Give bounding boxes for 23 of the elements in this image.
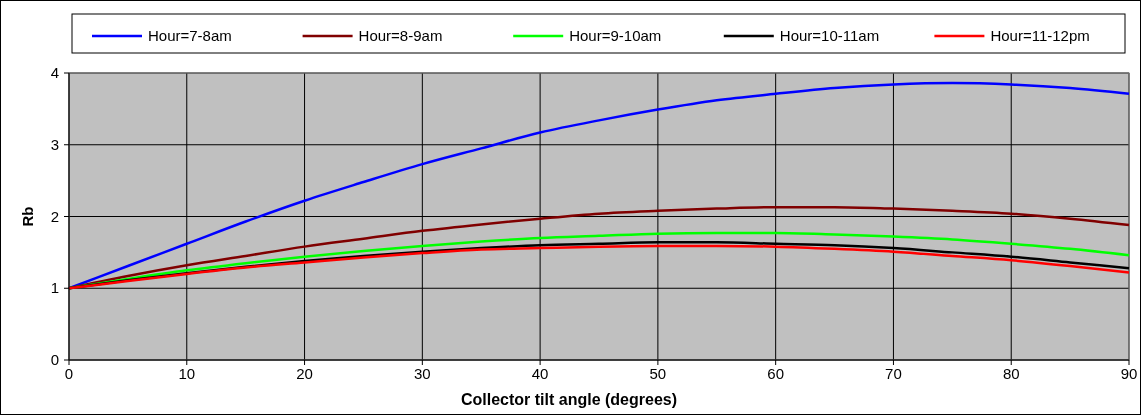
legend-label: Hour=9-10am bbox=[569, 27, 662, 44]
x-tick-label: 80 bbox=[1002, 365, 1020, 382]
x-tick-label: 10 bbox=[178, 365, 196, 382]
y-tick-label: 1 bbox=[50, 279, 59, 297]
y-tick-label: 0 bbox=[50, 351, 59, 368]
y-tick-label: 3 bbox=[50, 135, 59, 153]
legend-label: Hour=11-12pm bbox=[990, 27, 1090, 44]
x-tick-label: 60 bbox=[767, 365, 785, 382]
legend-label: Hour=7-8am bbox=[148, 27, 232, 44]
x-tick-label: 30 bbox=[413, 365, 431, 382]
x-tick-label: 70 bbox=[885, 365, 902, 382]
x-tick-label: 50 bbox=[649, 365, 667, 382]
y-tick-label: 2 bbox=[50, 207, 59, 225]
x-tick-label: 20 bbox=[296, 365, 313, 382]
legend-label: Hour=10-11am bbox=[779, 27, 880, 44]
x-tick-label: 90 bbox=[1120, 365, 1138, 382]
line-series bbox=[67, 81, 1131, 290]
x-axis-title: Collector tilt angle (degrees) bbox=[460, 391, 678, 408]
x-tick-label: 0 bbox=[64, 365, 74, 382]
y-axis-title: Rb bbox=[19, 206, 36, 227]
x-tick-label: 40 bbox=[531, 365, 549, 382]
y-tick-label: 4 bbox=[50, 64, 59, 81]
legend-label: Hour=8-9am bbox=[358, 27, 443, 44]
